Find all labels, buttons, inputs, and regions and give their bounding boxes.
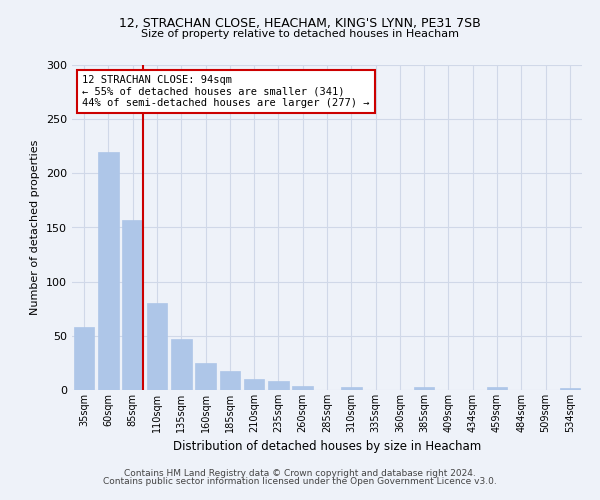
X-axis label: Distribution of detached houses by size in Heacham: Distribution of detached houses by size …: [173, 440, 481, 454]
Bar: [171, 339, 191, 390]
Text: Contains HM Land Registry data © Crown copyright and database right 2024.: Contains HM Land Registry data © Crown c…: [124, 468, 476, 477]
Bar: [98, 152, 119, 390]
Bar: [195, 363, 216, 390]
Bar: [292, 386, 313, 390]
Text: 12 STRACHAN CLOSE: 94sqm
← 55% of detached houses are smaller (341)
44% of semi-: 12 STRACHAN CLOSE: 94sqm ← 55% of detach…: [82, 74, 370, 108]
Bar: [220, 370, 240, 390]
Bar: [341, 387, 362, 390]
Text: Contains public sector information licensed under the Open Government Licence v3: Contains public sector information licen…: [103, 477, 497, 486]
Y-axis label: Number of detached properties: Number of detached properties: [31, 140, 40, 315]
Bar: [122, 220, 143, 390]
Bar: [146, 304, 167, 390]
Bar: [244, 379, 265, 390]
Bar: [74, 327, 94, 390]
Bar: [487, 387, 508, 390]
Bar: [268, 382, 289, 390]
Text: 12, STRACHAN CLOSE, HEACHAM, KING'S LYNN, PE31 7SB: 12, STRACHAN CLOSE, HEACHAM, KING'S LYNN…: [119, 18, 481, 30]
Bar: [560, 388, 580, 390]
Bar: [414, 387, 434, 390]
Text: Size of property relative to detached houses in Heacham: Size of property relative to detached ho…: [141, 29, 459, 39]
